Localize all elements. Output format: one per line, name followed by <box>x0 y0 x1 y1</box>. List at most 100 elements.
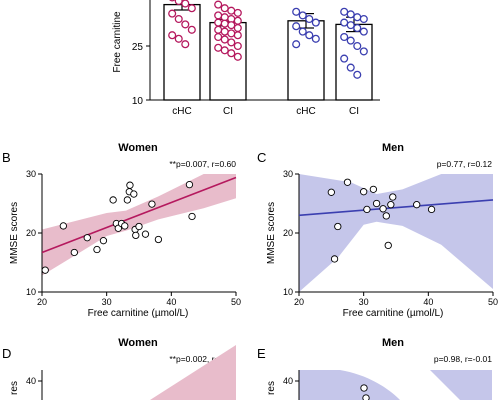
panel-b-point <box>135 222 143 231</box>
panel-b-point <box>109 196 117 204</box>
panel-letter-b: B <box>2 150 11 165</box>
panel-d-scatter: 40 res <box>9 345 236 400</box>
panel-b-title: Women <box>118 142 158 154</box>
panel-a-point <box>227 49 236 58</box>
panel-a-point <box>298 11 307 20</box>
panel-e-stats: p=0.98, r=-0.01 <box>434 354 492 364</box>
panel-b-point <box>93 245 101 254</box>
panel-b-y-tick-label: 10 <box>26 287 36 297</box>
panel-b-point <box>154 235 163 244</box>
panel-c-x-tick-label: 30 <box>359 297 369 307</box>
panel-e-point <box>362 394 370 400</box>
panel-letter-c: C <box>257 150 266 165</box>
panel-a-point <box>220 4 229 13</box>
panel-b-point <box>126 181 134 189</box>
panel-a-point <box>168 31 177 40</box>
panel-a-point <box>353 41 362 51</box>
panel-b-fit-line <box>41 176 237 254</box>
panel-c-x-label: Free carnitine (µmol/L) <box>343 308 444 319</box>
panel-a-point <box>353 70 362 79</box>
panel-b-point <box>123 196 132 204</box>
panel-a-point <box>233 8 242 17</box>
panel-d-title: Women <box>118 337 158 349</box>
panel-a-point <box>340 7 349 16</box>
panel-a-point <box>233 23 242 33</box>
panel-b-point <box>188 212 196 221</box>
panel-b-point <box>185 180 194 189</box>
panel-a-category-label: CI <box>223 106 233 117</box>
panel-b-stats: **p=0.007, r=0.60 <box>169 159 236 169</box>
panel-a-point <box>214 43 223 52</box>
panel-a-point <box>220 27 229 36</box>
panel-a-point <box>214 11 223 20</box>
panel-c-point <box>387 201 395 209</box>
panel-a-point <box>359 27 368 36</box>
panel-e-y-label: res <box>266 381 277 395</box>
panel-c-point <box>330 255 339 263</box>
panel-b-y-tick-label: 20 <box>26 228 36 238</box>
panel-c-point <box>389 193 397 201</box>
panel-a-point <box>340 54 349 63</box>
panel-a-tick-label-25: 25 <box>132 42 144 53</box>
panel-a-point <box>214 32 223 42</box>
panel-a-point <box>311 34 320 43</box>
panel-a-point <box>220 35 229 44</box>
panel-a-y-label: Free carnitine <box>112 11 123 73</box>
panel-c-y-tick-label: 20 <box>283 228 293 238</box>
panel-a-point <box>311 18 320 27</box>
panel-a-point <box>340 18 349 27</box>
panel-b-y-label: MMSE scores <box>9 202 20 264</box>
panel-c-point <box>334 222 342 231</box>
panel-a-point <box>174 0 183 6</box>
panel-c-x-tick-label: 50 <box>488 297 498 307</box>
panel-b-point <box>59 222 67 230</box>
panel-c-point <box>372 199 381 208</box>
panel-a-point <box>305 31 314 40</box>
panel-a-point <box>346 36 355 45</box>
panel-a-point <box>340 32 349 42</box>
panel-c-y-label: MMSE scores <box>266 202 277 264</box>
panel-b-x-tick-label: 30 <box>102 297 112 307</box>
panel-b-point <box>41 266 49 274</box>
panel-a-point <box>298 27 307 36</box>
panel-b-point <box>130 190 138 198</box>
panel-a-point <box>227 38 236 47</box>
panel-e-title: Men <box>382 337 404 349</box>
panel-a-point <box>174 34 183 43</box>
panel-letter-e: E <box>257 346 266 361</box>
panel-b-x-label: Free carnitine (µmol/L) <box>88 308 189 319</box>
panel-c-y-tick-label: 30 <box>283 169 293 179</box>
panel-c-point <box>360 188 368 196</box>
panel-b-x-tick-label: 50 <box>231 297 241 307</box>
panel-a-point <box>233 16 242 25</box>
panel-c-point <box>343 178 352 186</box>
panel-e-confidence-band <box>430 370 492 400</box>
panel-a-point <box>181 0 190 8</box>
panel-e-scatter: 40 res <box>266 370 492 400</box>
panel-c-title: Men <box>382 142 404 154</box>
panel-b-x-tick-label: 40 <box>166 297 176 307</box>
panel-a-point <box>233 52 242 61</box>
panel-c-point <box>379 205 387 213</box>
panel-d-tick-label-40: 40 <box>26 376 36 386</box>
panel-a-point <box>220 13 229 22</box>
panel-b-y-tick-label: 30 <box>26 169 36 179</box>
panel-c-point <box>369 185 378 193</box>
panel-c-fit-line <box>298 199 494 217</box>
panel-c-stats: p=0.77, r=0.12 <box>437 159 493 169</box>
panel-a-point <box>292 22 301 31</box>
panel-a-point <box>181 40 190 49</box>
panel-a-point <box>353 13 362 22</box>
panel-a-category-label: cHC <box>296 106 315 117</box>
panel-a-point <box>187 25 196 34</box>
panel-a-point <box>233 31 242 40</box>
panel-c-point <box>384 241 392 250</box>
panel-a-point <box>346 21 355 30</box>
panel-a-point <box>187 4 196 13</box>
panel-a-point <box>214 25 223 34</box>
panel-c-point <box>327 188 335 196</box>
panel-b-point <box>121 222 129 230</box>
panel-a-point <box>227 6 236 15</box>
panel-b-point <box>99 237 108 245</box>
